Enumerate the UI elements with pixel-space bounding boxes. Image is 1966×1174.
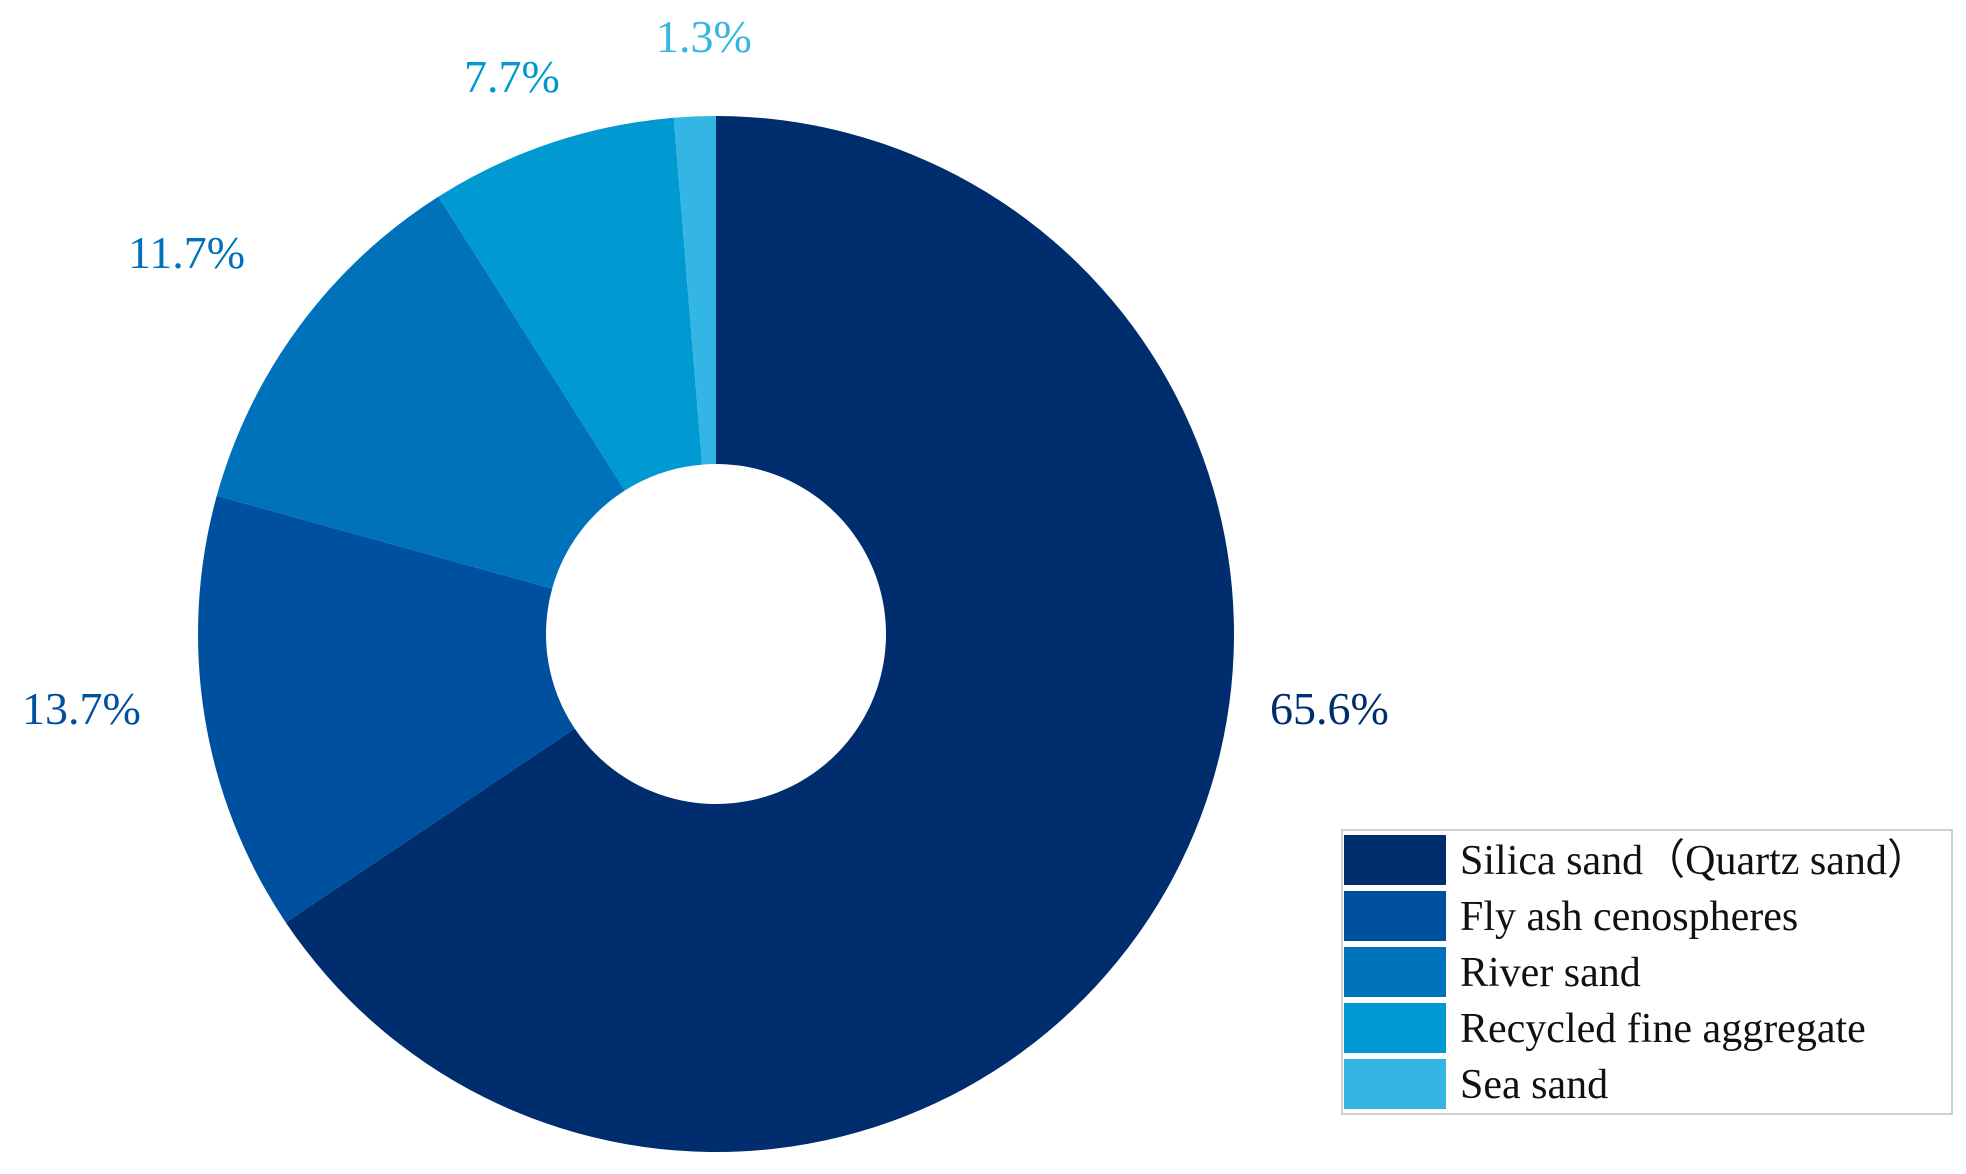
slice-silica-sand-quartz-sand: [285, 116, 1234, 1152]
data-label-silica-sand-quartz-sand: 65.6%: [1270, 683, 1389, 734]
legend: Silica sand（Quartz sand） Fly ash cenosphe…: [1341, 829, 1953, 1115]
data-label-sea-sand: 1.3%: [656, 11, 752, 62]
legend-border: [1341, 829, 1953, 1115]
legend-label-recycled-fine-aggregate: Recycled fine aggregate: [1460, 1006, 1866, 1052]
legend-label-silica-sand-quartz-sand: Silica sand（Quartz sand）: [1460, 838, 1929, 884]
legend-swatch-sea-sand: [1344, 1059, 1446, 1109]
data-labels: 65.6% 13.7% 11.7% 7.7% 1.3%: [22, 11, 1389, 734]
legend-swatch-river-sand: [1344, 947, 1446, 997]
legend-label-sea-sand: Sea sand: [1460, 1062, 1608, 1108]
slice-sea-sand: [673, 116, 716, 465]
slice-fly-ash-cenospheres: [197, 495, 575, 923]
legend-label-fly-ash-cenospheres: Fly ash cenospheres: [1460, 894, 1798, 940]
data-label-fly-ash-cenospheres: 13.7%: [22, 683, 141, 734]
data-label-recycled-fine-aggregate: 7.7%: [464, 51, 560, 102]
data-label-river-sand: 11.7%: [128, 227, 245, 278]
slice-river-sand: [216, 196, 625, 589]
legend-swatch-fly-ash-cenospheres: [1344, 891, 1446, 941]
donut-slices: [197, 116, 1234, 1152]
legend-swatch-recycled-fine-aggregate: [1344, 1003, 1446, 1053]
legend-swatch-silica-sand-quartz-sand: [1344, 835, 1446, 885]
slice-recycled-fine-aggregate: [438, 117, 703, 491]
legend-label-river-sand: River sand: [1460, 950, 1641, 996]
